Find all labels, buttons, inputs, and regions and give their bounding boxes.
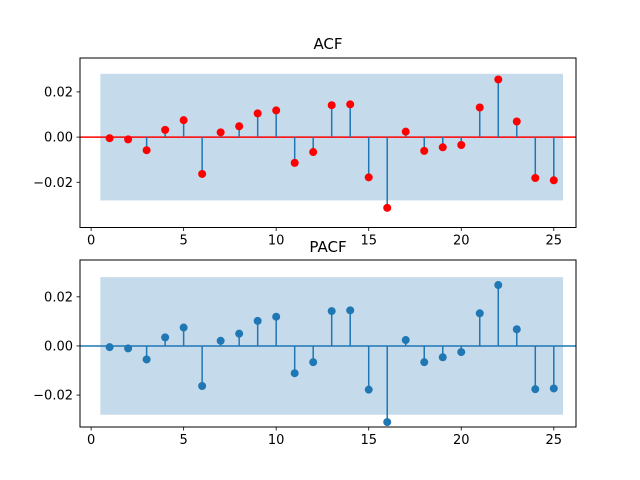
acf-x-tick-label: 10 <box>268 234 285 249</box>
pacf-marker <box>198 381 207 390</box>
acf-x-tick-label: 0 <box>87 234 95 249</box>
pacf-marker <box>420 358 429 367</box>
acf-y-tick-label: −0.02 <box>33 176 73 191</box>
pacf-marker <box>290 369 299 378</box>
pacf-x-tick-label: 25 <box>546 433 563 448</box>
acf-plot-area <box>80 73 576 212</box>
acf-marker <box>198 169 207 178</box>
acf-marker <box>179 116 188 125</box>
pacf-x-tick-label: 0 <box>87 433 95 448</box>
pacf-marker <box>142 355 151 364</box>
pacf-marker <box>235 329 244 338</box>
pacf-x-tick-label: 5 <box>180 433 188 448</box>
acf-x-tick-label: 20 <box>453 234 470 249</box>
pacf-ticks: 0 5 10 15 20 25 −0.02 0.00 0.02 <box>33 290 562 448</box>
acf-marker <box>420 146 429 155</box>
pacf-marker <box>216 336 225 345</box>
pacf-marker <box>401 336 410 345</box>
acf-x-tick-label: 5 <box>180 234 188 249</box>
pacf-marker <box>549 384 558 393</box>
acf-marker <box>253 109 262 118</box>
acf-marker <box>383 203 392 212</box>
acf-marker <box>290 158 299 167</box>
acf-marker <box>272 106 281 115</box>
pacf-marker <box>179 323 188 332</box>
acf-y-tick-label: 0.02 <box>44 85 73 100</box>
acf-x-tick-label: 15 <box>360 234 377 249</box>
pacf-marker <box>438 353 447 362</box>
acf-y-tick-label: 0.00 <box>44 131 73 146</box>
acf-marker <box>327 101 336 110</box>
pacf-marker <box>161 333 170 342</box>
acf-marker <box>105 134 114 143</box>
pacf-y-tick-label: 0.02 <box>44 290 73 305</box>
pacf-plot-area <box>80 277 576 427</box>
pacf-marker <box>494 281 503 290</box>
acf-marker <box>124 135 133 144</box>
acf-marker <box>235 122 244 131</box>
pacf-x-tick-label: 10 <box>268 433 285 448</box>
acf-marker <box>512 117 521 126</box>
pacf-x-tick-label: 15 <box>360 433 377 448</box>
pacf-title: PACF <box>309 238 346 256</box>
pacf-marker <box>383 418 392 427</box>
acf-marker <box>216 128 225 137</box>
pacf-marker <box>253 316 262 325</box>
acf-ticks: 0 5 10 15 20 25 −0.02 0.00 0.02 <box>33 85 562 248</box>
acf-x-tick-label: 25 <box>546 234 563 249</box>
acf-marker <box>401 127 410 136</box>
pacf-marker <box>124 344 133 353</box>
acf-marker <box>549 176 558 185</box>
acf-marker <box>494 75 503 84</box>
acf-marker <box>346 100 355 109</box>
acf-marker <box>457 141 466 150</box>
pacf-marker <box>346 306 355 315</box>
pacf-marker <box>364 385 373 394</box>
acf-marker <box>309 148 318 157</box>
pacf-marker <box>272 312 281 321</box>
pacf-marker <box>105 343 114 352</box>
pacf-marker <box>512 325 521 334</box>
pacf-panel: PACF 0 5 10 15 20 25 −0.02 0.00 0.02 <box>33 238 577 448</box>
pacf-marker <box>457 348 466 357</box>
pacf-marker <box>531 385 540 394</box>
acf-title: ACF <box>313 35 342 53</box>
acf-marker <box>142 146 151 155</box>
pacf-marker <box>475 309 484 318</box>
pacf-y-tick-label: −0.02 <box>33 389 73 404</box>
acf-marker <box>531 174 540 183</box>
pacf-y-tick-label: 0.00 <box>44 339 73 354</box>
pacf-marker <box>327 307 336 316</box>
acf-marker <box>438 143 447 152</box>
acf-marker <box>161 125 170 134</box>
pacf-marker <box>309 358 318 367</box>
acf-marker <box>475 103 484 112</box>
acf-panel: ACF 0 5 10 15 20 25 −0.02 0.00 0.02 <box>33 35 577 249</box>
acf-axes-frame <box>79 57 577 228</box>
pacf-axes-frame <box>79 259 577 428</box>
acf-marker <box>364 173 373 182</box>
pacf-x-tick-label: 20 <box>453 433 470 448</box>
